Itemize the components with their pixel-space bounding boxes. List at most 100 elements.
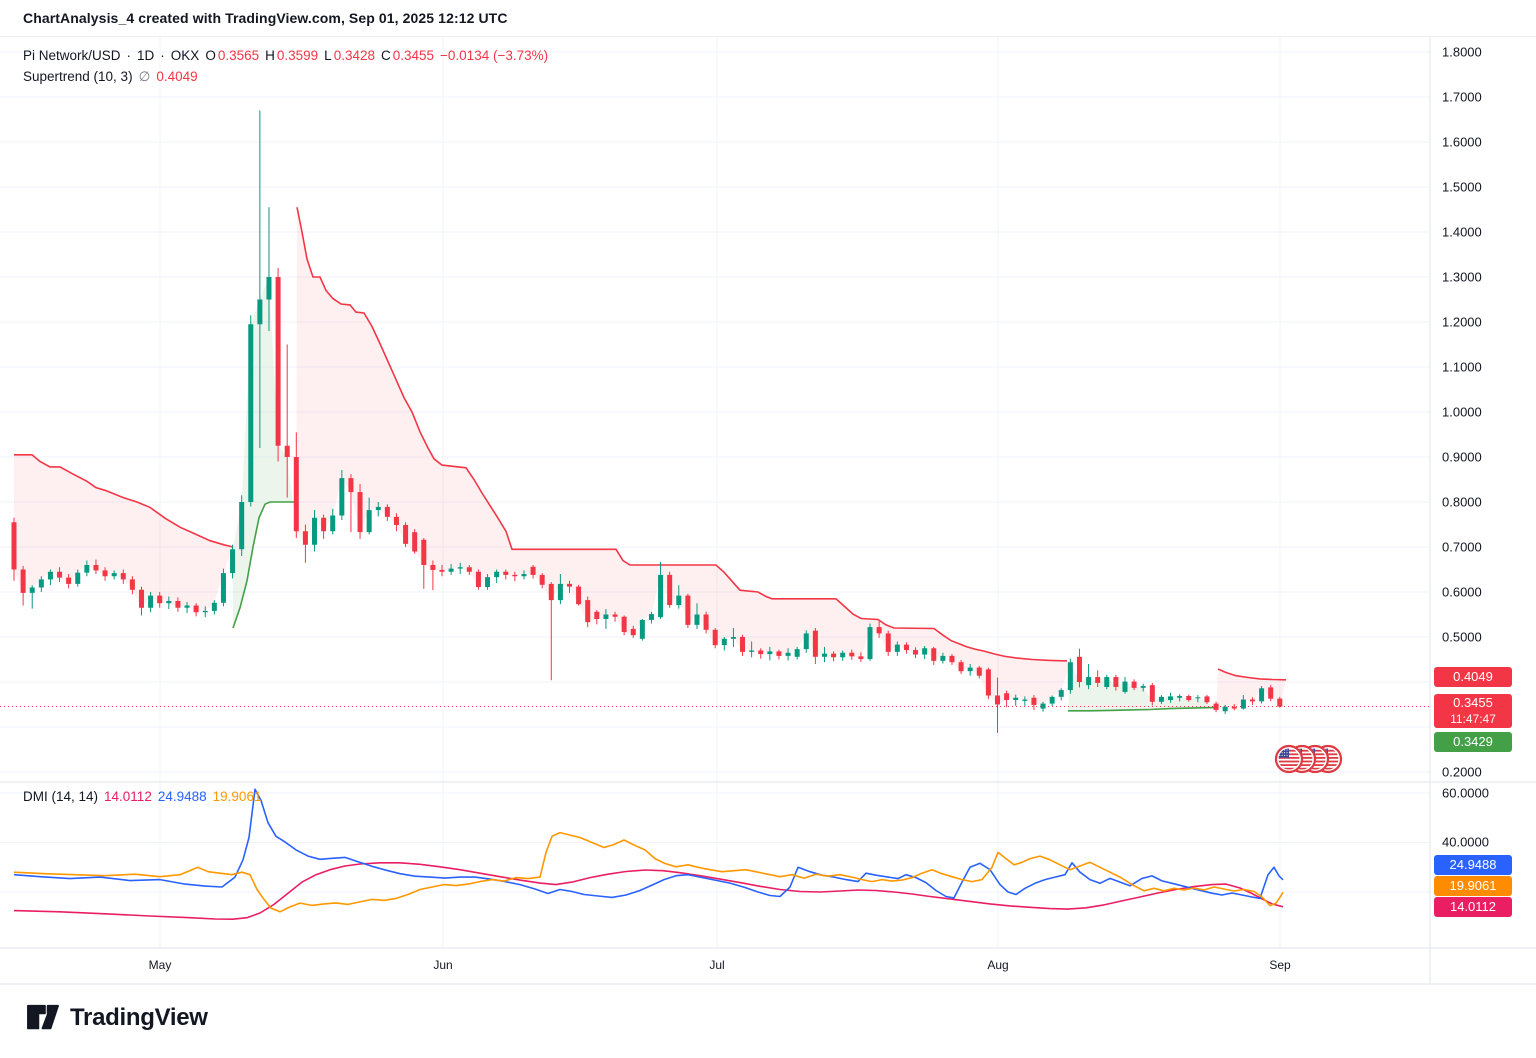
candle [312, 517, 318, 545]
candle [75, 572, 81, 584]
candle [840, 652, 846, 658]
candle [166, 601, 172, 604]
candle [721, 638, 727, 646]
page-title: ChartAnalysis_4 created with TradingView… [23, 10, 508, 26]
exchange-label[interactable]: OKX [170, 48, 200, 63]
supertrend-indicator [14, 207, 1287, 712]
candle [876, 627, 882, 634]
last-price-value: 0.3455 [1453, 695, 1493, 710]
low-value: 0.3428 [333, 48, 375, 63]
candle [967, 667, 973, 672]
dmi-minusdi-value: 19.9061 [212, 789, 262, 804]
dmi-plusdi-value: 24.9488 [157, 789, 207, 804]
candle [148, 595, 154, 608]
candle [375, 506, 381, 511]
open-label: O [205, 48, 216, 63]
supertrend-up-badge: 0.3429 [1434, 732, 1512, 752]
candle [430, 565, 436, 570]
dmi-legend[interactable]: DMI (14, 14) 14.0112 24.9488 19.9061 [23, 789, 267, 804]
interval-label[interactable]: 1D [137, 48, 155, 63]
candle [29, 587, 35, 593]
candle [348, 478, 354, 493]
candle [576, 586, 582, 605]
candle [821, 653, 827, 657]
candle [248, 324, 254, 502]
supertrend-label[interactable]: Supertrend (10, 3) [23, 69, 133, 84]
candle [512, 574, 518, 577]
candle [703, 614, 709, 630]
scale-tick-label: 1.0000 [1442, 404, 1482, 420]
candle [730, 637, 736, 639]
supertrend-hide-icon[interactable]: ∅ [138, 69, 151, 84]
candle [812, 630, 818, 657]
candle [211, 602, 217, 611]
candle [1022, 699, 1028, 701]
candle [1013, 697, 1019, 700]
dmi-adx-line [13, 861, 1284, 921]
time-tick-label: Aug [987, 958, 1009, 972]
symbol-name[interactable]: Pi Network/USD [23, 48, 121, 63]
pane-separators [0, 36, 1536, 985]
candle [1058, 690, 1064, 697]
candle [184, 605, 190, 608]
supertrend-legend[interactable]: Supertrend (10, 3) ∅ 0.4049 [23, 69, 204, 85]
candle [1249, 699, 1255, 702]
us-flag-icon[interactable] [1274, 744, 1304, 774]
candle [366, 510, 372, 533]
candle [66, 577, 72, 584]
time-tick-label: Jun [433, 958, 453, 972]
candle [949, 655, 955, 663]
change-value: −0.0134 (−3.73%) [440, 48, 549, 63]
scale-tick-label: 1.1000 [1442, 359, 1482, 375]
candle [239, 502, 245, 550]
candle [794, 649, 800, 657]
candle [1113, 677, 1119, 687]
candle [903, 644, 909, 651]
candle [275, 277, 281, 446]
scale-tick-label: 1.8000 [1442, 44, 1482, 60]
candle [566, 583, 572, 587]
candle [913, 650, 919, 655]
candle [257, 299, 263, 325]
dmi-indicator [13, 788, 1284, 921]
candle [1277, 698, 1283, 707]
scale-tick-label: 40.0000 [1442, 834, 1489, 850]
candle [494, 571, 500, 578]
candle [985, 669, 991, 696]
candle [1086, 677, 1092, 686]
candle [594, 611, 600, 619]
candle [667, 574, 673, 606]
candle [1186, 695, 1192, 700]
plus-di-badge: 24.9488 [1434, 855, 1512, 875]
candle [1213, 703, 1219, 710]
candle [849, 652, 855, 657]
candle [47, 571, 53, 580]
tradingview-logo[interactable]: TradingView [26, 1003, 208, 1033]
candle [38, 579, 44, 588]
dmi-label[interactable]: DMI (14, 14) [23, 789, 99, 804]
candle [439, 569, 445, 572]
symbol-legend[interactable]: Pi Network/USD · 1D · OKX O 0.3565 H 0.3… [23, 48, 554, 63]
scale-tick-label: 60.0000 [1442, 785, 1489, 801]
candle [1268, 687, 1274, 699]
candle [284, 445, 290, 457]
scale-tick-label: 1.7000 [1442, 89, 1482, 105]
us-flag-event-icons[interactable] [1274, 744, 1343, 774]
candle [84, 565, 90, 573]
candle [157, 595, 163, 604]
candle [885, 633, 891, 652]
legend-dot: · [160, 48, 165, 63]
candlestick-series [11, 110, 1283, 733]
candle [539, 574, 545, 585]
candle [1240, 699, 1246, 709]
candle [676, 595, 682, 606]
candle [503, 571, 509, 575]
candle [175, 601, 181, 608]
candle [1040, 703, 1046, 709]
supertrend-value: 0.4049 [156, 69, 198, 84]
candle [202, 610, 208, 613]
bar-countdown: 11:47:47 [1450, 712, 1496, 726]
candle [1158, 696, 1164, 702]
